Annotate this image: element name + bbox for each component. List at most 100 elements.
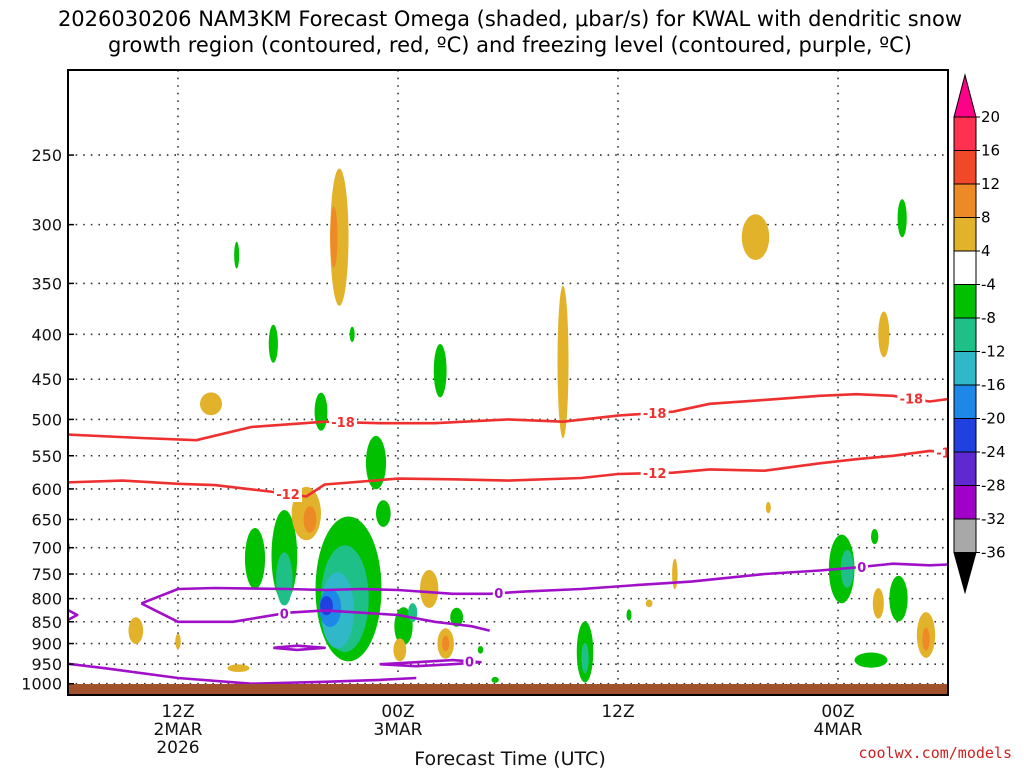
- y-tick-label: 900: [31, 635, 62, 654]
- omega-region: [985, 159, 992, 174]
- omega-region: [128, 617, 144, 644]
- colorbar-bin: [953, 150, 977, 185]
- x-tick-label: 2MAR: [154, 720, 203, 740]
- colorbar-bin: [953, 284, 977, 319]
- isotherm-label: -18: [900, 393, 924, 408]
- omega-region: [175, 633, 181, 650]
- omega-region: [491, 676, 499, 683]
- isotherm-label: 0: [857, 561, 866, 576]
- y-tick-label: 550: [31, 447, 62, 466]
- y-axis: 250 300 350 400 450 500 550 600 650 700 750 800 850 9…: [21, 146, 74, 694]
- omega-region: [244, 527, 266, 589]
- y-tick-label: 350: [31, 274, 62, 293]
- colorbar-bin: [953, 518, 977, 553]
- omega-region: [897, 199, 907, 238]
- y-tick-label: 250: [31, 146, 62, 165]
- isotherm-label-bg: [278, 605, 291, 622]
- omega-region: [365, 435, 387, 490]
- isotherm-label: -12: [643, 467, 667, 482]
- omega-region: [878, 311, 890, 358]
- isotherm-line: [140, 562, 948, 605]
- isotherm-line: [68, 662, 417, 685]
- grid-lines: [68, 70, 948, 695]
- colorbar-label: 16: [981, 142, 1000, 160]
- y-tick-label: 300: [31, 216, 62, 235]
- colorbar-label: -8: [981, 309, 996, 327]
- omega-region: [442, 635, 450, 652]
- omega-region: [626, 609, 632, 621]
- omega-region: [645, 599, 653, 608]
- y-tick-label: 950: [31, 655, 62, 674]
- isotherm-label-bg: [274, 485, 302, 502]
- isotherm-line: [273, 644, 326, 652]
- colorbar-label: -12: [981, 343, 1006, 361]
- ground-surface: [68, 684, 948, 695]
- colorbar-bottom-arrow: [953, 552, 977, 595]
- omega-region: [376, 500, 391, 527]
- omega-region: [420, 569, 439, 609]
- omega-region: [557, 285, 569, 439]
- omega-region: [349, 326, 355, 342]
- omega-region: [330, 168, 349, 306]
- omega-region: [450, 607, 464, 627]
- omega-region: [477, 646, 484, 654]
- x-tick-label: 00Z: [381, 702, 414, 722]
- colorbar-bin: [953, 485, 977, 520]
- isotherm-label: 0: [465, 655, 474, 670]
- isotherm-label-bg: [492, 585, 505, 602]
- colorbar-label: 20: [981, 108, 1000, 126]
- y-tick-label: 800: [31, 590, 62, 609]
- isotherm-label: 0: [494, 587, 503, 602]
- omega-region: [303, 506, 317, 533]
- omega-region: [581, 642, 589, 674]
- omega-shading: [68, 159, 992, 683]
- omega-region: [854, 652, 888, 668]
- colorbar-top-arrow: [953, 73, 977, 118]
- isotherm-line: [140, 602, 491, 632]
- colorbar-bin: [953, 116, 977, 151]
- omega-region: [741, 214, 770, 260]
- omega-region: [314, 392, 328, 431]
- plot-background: [68, 70, 948, 695]
- isotherm-label-bg: [897, 390, 926, 407]
- isotherm-line: [68, 449, 948, 498]
- isotherm-label: -12: [276, 488, 300, 503]
- x-tick-label: 2026: [156, 738, 199, 758]
- omega-region: [268, 324, 278, 363]
- isotherm-label: 0: [280, 607, 289, 622]
- colorbar-bin: [953, 451, 977, 486]
- omega-region: [871, 529, 879, 545]
- colorbar-label: -28: [981, 477, 1006, 495]
- omega-region: [234, 241, 240, 269]
- isotherm-label-bg: [463, 653, 476, 670]
- y-tick-label: 1000: [21, 675, 62, 694]
- x-axis-label: Forecast Time (UTC): [414, 748, 605, 768]
- colorbar-label: -16: [981, 376, 1006, 394]
- omega-region: [889, 575, 908, 622]
- y-tick-label: 850: [31, 613, 62, 632]
- omega-region: [872, 588, 884, 619]
- omega-region: [320, 596, 333, 616]
- plot-frame: [67, 69, 949, 696]
- isotherm-label-bg: [640, 465, 669, 482]
- colorbar: 20 16 12 8 4 -4 -8 -12 -16 -20 -24 -28 -32 -36: [953, 73, 1006, 595]
- colorbar-bin: [953, 351, 977, 386]
- x-tick-label: 00Z: [821, 702, 854, 722]
- colorbar-label: 4: [981, 242, 991, 260]
- colorbar-label: -20: [981, 410, 1006, 428]
- plot-area: -18 -18 -18 -12 -12 -12 0 0 0 0: [68, 70, 992, 695]
- omega-region: [276, 552, 293, 606]
- colorbar-bin: [953, 217, 977, 252]
- isotherm-label: -18: [643, 407, 667, 422]
- isotherm-label-bg: [934, 444, 948, 461]
- colorbar-label: -36: [981, 544, 1006, 562]
- colorbar-label: -24: [981, 443, 1006, 461]
- y-tick-label: 700: [31, 539, 62, 558]
- chart-subtitle: growth region (contoured, red, ºC) and f…: [108, 33, 912, 57]
- isotherm-line: [379, 658, 482, 668]
- isotherm-label-bg: [640, 405, 669, 422]
- colorbar-bin: [953, 183, 977, 218]
- colorbar-bin: [953, 418, 977, 453]
- isotherm-label-bg: [855, 558, 868, 575]
- isotherm-line: [68, 392, 948, 442]
